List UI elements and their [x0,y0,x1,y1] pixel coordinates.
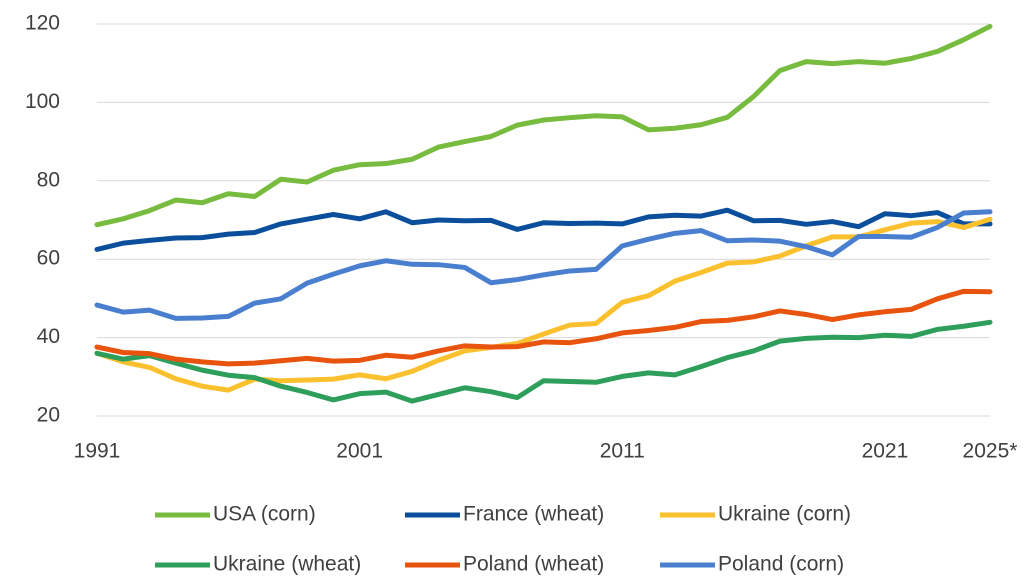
x-tick-label: 2021 [862,440,909,463]
legend-label: France (wheat) [463,503,604,526]
legend-label: USA (corn) [213,503,316,526]
y-tick-label: 20 [37,404,60,427]
series-line [94,207,993,252]
x-tick-label: 1991 [74,440,121,463]
series-line [94,209,993,321]
x-tick-label: 2011 [600,440,645,463]
y-tick-label: 80 [37,168,60,191]
y-tick-label: 40 [37,325,60,348]
legend-label: Ukraine (corn) [718,503,851,526]
x-tick-label: 2025* [963,440,1018,463]
series-line [94,216,993,393]
series-line [94,319,993,404]
legend-label: Ukraine (wheat) [213,553,361,576]
y-tick-label: 100 [25,90,60,113]
series-line [94,23,993,228]
legend-label: Poland (wheat) [463,553,604,576]
x-tick-label: 2001 [336,440,383,463]
y-tick-label: 120 [25,12,60,35]
series-line [94,288,993,367]
legend-label: Poland (corn) [718,553,844,576]
y-tick-label: 60 [37,247,60,270]
